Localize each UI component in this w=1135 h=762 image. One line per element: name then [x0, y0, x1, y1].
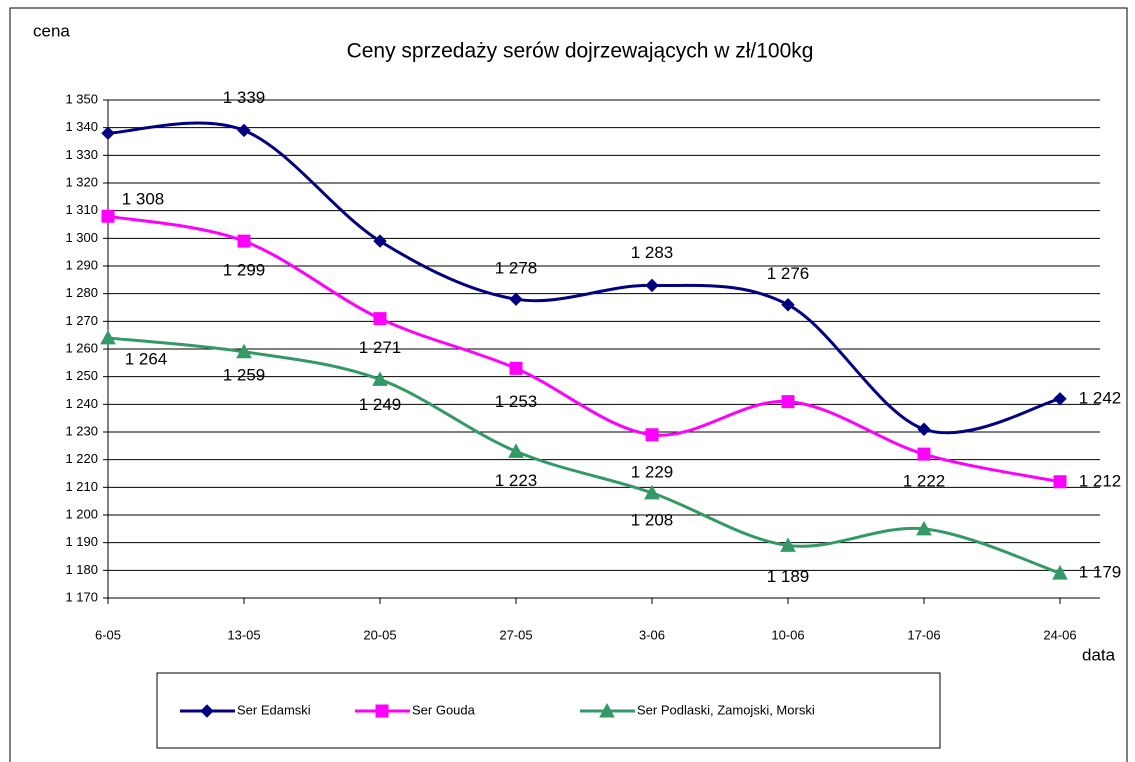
x-tick-label: 13-05: [227, 627, 260, 642]
chart-title: Ceny sprzedaży serów dojrzewających w zł…: [347, 40, 814, 63]
y-tick-label: 1 260: [65, 340, 98, 355]
legend-label: Ser Podlaski, Zamojski, Morski: [637, 702, 815, 717]
x-tick-label: 3-06: [639, 627, 665, 642]
y-tick-label: 1 250: [65, 368, 98, 383]
data-point: [1052, 565, 1068, 580]
chart-frame: [9, 7, 1128, 762]
legend-marker: [375, 704, 389, 718]
data-point: [780, 537, 796, 552]
y-tick-label: 1 300: [65, 230, 98, 245]
series-line: [107, 121, 1061, 435]
x-tick-label: 27-05: [499, 627, 532, 642]
value-label: 1 208: [631, 510, 674, 529]
y-tick-label: 1 270: [65, 313, 98, 328]
y-tick-label: 1 280: [65, 285, 98, 300]
data-point: [509, 292, 523, 306]
y-tick-label: 1 190: [65, 534, 98, 549]
data-point: [236, 343, 252, 359]
y-tick-label: 1 330: [65, 147, 98, 162]
legend-box: [156, 672, 941, 749]
data-point: [644, 484, 660, 500]
value-label: 1 222: [903, 472, 946, 491]
series-line: [107, 336, 1061, 575]
y-tick-label: 1 340: [65, 119, 98, 134]
data-point: [781, 298, 795, 312]
x-tick-label: 10-06: [771, 627, 804, 642]
value-label: 1 264: [125, 349, 168, 368]
y-tick-label: 1 240: [65, 396, 98, 411]
data-point: [101, 209, 115, 223]
data-point: [372, 371, 388, 386]
legend-marker: [200, 704, 214, 718]
value-label: 1 278: [495, 259, 538, 278]
y-axis-label: cena: [33, 21, 70, 40]
value-label: 1 308: [122, 190, 165, 209]
value-label: 1 339: [223, 88, 266, 107]
data-point: [645, 278, 659, 293]
y-tick-label: 1 200: [65, 506, 98, 521]
data-point: [509, 361, 523, 375]
y-tick-label: 1 320: [65, 174, 98, 189]
data-point: [916, 520, 932, 536]
data-point: [781, 395, 795, 409]
data-point: [100, 329, 116, 345]
value-label: 1 189: [767, 567, 810, 586]
x-tick-label: 20-05: [363, 627, 396, 642]
y-tick-label: 1 170: [65, 589, 98, 604]
data-point: [508, 443, 524, 458]
y-tick-label: 1 310: [65, 202, 98, 217]
data-point: [373, 234, 387, 248]
value-label: 1 283: [631, 243, 674, 262]
value-label: 1 259: [223, 365, 266, 384]
series-line: [107, 214, 1061, 484]
y-tick-label: 1 220: [65, 451, 98, 466]
data-point: [917, 422, 931, 436]
y-tick-label: 1 230: [65, 423, 98, 438]
data-point: [645, 428, 659, 442]
x-tick-label: 24-06: [1043, 627, 1076, 642]
value-label: 1 253: [495, 392, 538, 411]
data-point: [237, 234, 251, 248]
data-point: [1053, 392, 1067, 406]
y-tick-label: 1 350: [65, 91, 98, 106]
data-point: [237, 123, 251, 138]
data-point: [1053, 475, 1067, 489]
value-label: 1 249: [359, 395, 402, 414]
value-label: 1 299: [223, 261, 266, 280]
value-label: 1 179: [1079, 563, 1122, 582]
y-tick-label: 1 290: [65, 257, 98, 272]
value-label: 1 276: [767, 264, 810, 283]
x-tick-label: 17-06: [907, 627, 940, 642]
x-tick-label: 6-05: [95, 627, 121, 642]
legend-label: Ser Gouda: [412, 702, 476, 717]
legend-label: Ser Edamski: [237, 702, 311, 717]
x-axis-label: data: [1082, 645, 1116, 664]
value-label: 1 242: [1079, 388, 1122, 407]
data-point: [373, 312, 387, 326]
value-label: 1 212: [1079, 471, 1122, 490]
legend-marker: [599, 702, 615, 718]
value-label: 1 223: [495, 471, 538, 490]
y-tick-label: 1 210: [65, 479, 98, 494]
value-label: 1 271: [359, 338, 402, 357]
data-point: [917, 447, 931, 461]
data-point: [101, 126, 115, 140]
y-tick-label: 1 180: [65, 562, 98, 577]
value-label: 1 229: [631, 462, 674, 481]
